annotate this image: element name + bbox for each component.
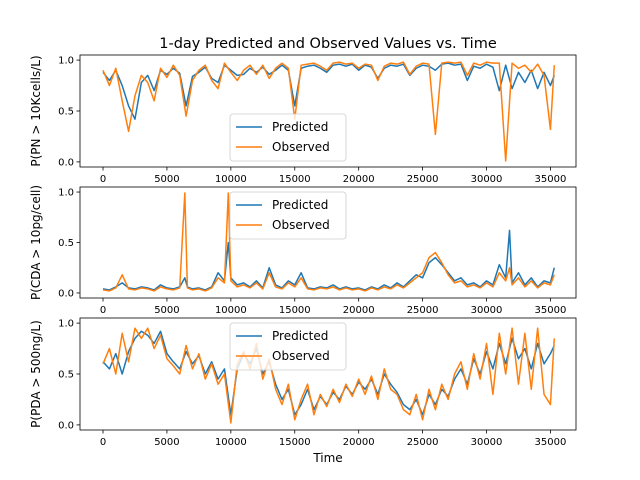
legend-box [229,113,347,162]
series-line-observed [102,61,556,162]
y-tick-label: 0.5 [58,370,74,381]
y-axis-label: P(CDA > 10pg/cell) [29,185,43,300]
legend-label: Observed [272,140,330,154]
y-axis-label: P(PN > 10Kcells/L) [29,55,43,166]
x-tick-label: 15000 [279,174,311,185]
chart-title: 1-day Predicted and Observed Values vs. … [159,36,497,52]
panel-1: 0 5000 10000 15000 20000 25000 30000 35000 0.0 0.… [29,54,577,185]
legend-label: Predicted [272,198,328,212]
legend: Predicted Observed [229,322,347,371]
series-line-predicted [102,229,555,291]
x-tick-label: 35000 [535,305,567,316]
panels: 0 5000 10000 15000 20000 25000 30000 35000 0.0 0.… [29,54,577,465]
x-tick-label: 20000 [343,437,375,448]
legend-label: Observed [272,218,330,232]
x-tick-label: 25000 [407,174,439,185]
x-tick-label: 5000 [154,305,179,316]
legend: Predicted Observed [229,191,347,240]
series-group [102,327,556,424]
panel-2: 0 5000 10000 15000 20000 25000 30000 35000 0.0 0.… [29,185,577,316]
x-tick-label: 0 [100,174,106,185]
legend-box [229,191,347,240]
legend-label: Observed [272,349,330,363]
x-tick-label: 25000 [407,305,439,316]
x-tick-label: 30000 [471,305,503,316]
x-tick-label: 10000 [215,437,247,448]
legend-label: Predicted [272,329,328,343]
x-tick-label: 10000 [215,174,247,185]
series-line-observed [102,327,556,424]
y-tick-label: 0.0 [58,288,74,299]
y-tick-label: 1.0 [58,319,74,330]
x-tick-label: 10000 [215,305,247,316]
x-tick-label: 35000 [535,437,567,448]
series-line-observed [102,192,555,292]
x-tick-label: 30000 [471,437,503,448]
x-axis-label: Time [312,451,342,465]
y-tick-label: 0.0 [58,420,74,431]
legend: Predicted Observed [229,113,347,162]
x-tick-label: 20000 [343,174,375,185]
x-tick-label: 30000 [471,174,503,185]
x-tick-label: 25000 [407,437,439,448]
y-tick-label: 0.5 [58,238,74,249]
x-tick-label: 20000 [343,305,375,316]
y-tick-label: 1.0 [58,56,74,67]
x-tick-label: 15000 [279,305,311,316]
y-tick-label: 1.0 [58,188,74,199]
panel-3: 0 5000 10000 15000 20000 25000 30000 35000 0.0 0.… [29,317,577,465]
y-tick-label: 0.5 [58,107,74,118]
series-group [102,192,555,292]
y-tick-label: 0.0 [58,157,74,168]
x-tick-label: 5000 [154,437,179,448]
x-tick-label: 5000 [154,174,179,185]
x-tick-label: 15000 [279,437,311,448]
y-axis-label: P(PDA > 500ng/L) [29,320,43,428]
x-tick-label: 0 [100,437,106,448]
x-tick-label: 35000 [535,174,567,185]
x-tick-label: 0 [100,305,106,316]
legend-label: Predicted [272,120,328,134]
series-group [102,61,556,162]
legend-box [229,322,347,371]
